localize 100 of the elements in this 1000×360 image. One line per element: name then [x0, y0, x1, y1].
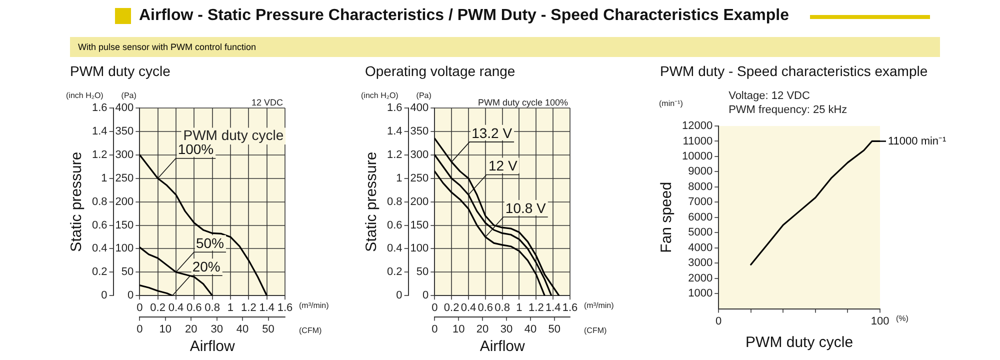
text: 100%: [178, 141, 214, 158]
x-tick-label: 1.2: [528, 302, 544, 314]
y2-tick-label: 200: [115, 196, 134, 208]
y2-tick-label: 150: [115, 219, 134, 232]
x-tick-label: 0.6: [478, 302, 494, 314]
text: 12 V: [488, 158, 518, 174]
y-axis-title: Static pressure: [68, 152, 86, 252]
x-tick-label: 1: [516, 302, 522, 314]
y-axis-title: Static pressure: [363, 152, 380, 252]
chart-subtitle: With pulse sensor with PWM control function: [70, 37, 940, 57]
annotation: 11000 min⁻¹: [888, 135, 947, 148]
x-tick-label: 1.6: [562, 302, 578, 314]
text: 20%: [192, 258, 220, 274]
x2-tick-label: 30: [500, 323, 513, 336]
chart-title: Operating voltage range: [365, 63, 516, 79]
x2-tick-label: 40: [524, 323, 537, 336]
y-tick-label: 0.8: [92, 196, 108, 208]
y-tick-label: 4000: [688, 242, 713, 254]
y-tick-label: 0: [101, 290, 108, 302]
x-tick-label: 0.8: [204, 302, 220, 314]
x2-tick-label: 50: [262, 323, 274, 336]
y-tick-label: 0.2: [386, 266, 402, 278]
x-axis-title: Airflow: [480, 338, 525, 356]
y-tick-label: 1.4: [92, 125, 108, 138]
x-tick-label: 0.6: [186, 302, 202, 314]
y2-tick-label: 100: [115, 242, 134, 255]
text: (m³/min): [299, 300, 330, 310]
text: (CFM): [584, 326, 607, 336]
y-tick-label: 10000: [682, 150, 713, 162]
chart-title: PWM duty cycle: [70, 63, 170, 79]
x2-tick-label: 40: [236, 323, 249, 336]
x-tick-label: 0.2: [150, 302, 166, 314]
y-tick-label: 3000: [688, 257, 713, 270]
y-tick-label: 1.6: [386, 102, 402, 114]
y2-tick-label: 0: [128, 290, 134, 302]
text: Airflow - Static Pressure Characteristics / PWM Duty - Speed Characteristics Example: [139, 7, 789, 25]
text: (inch H₂O): [361, 91, 399, 100]
y-tick-label: 1.2: [386, 148, 402, 161]
y-tick-label: 0.4: [92, 242, 108, 255]
x2-tick-label: 0: [432, 323, 438, 336]
y2-tick-label: 150: [410, 219, 429, 232]
y-tick-label: 1000: [688, 288, 713, 300]
y-tick-label: 6000: [688, 211, 713, 224]
x-tick-label: 0.8: [494, 302, 510, 314]
x-tick-label: 0.4: [460, 302, 476, 314]
y-tick-label: 11000: [682, 135, 713, 148]
x2-tick-label: 20: [184, 323, 198, 336]
y-tick-label: 5000: [688, 226, 713, 239]
x-tick-label: 0: [432, 302, 438, 314]
text: 12 VDC: [251, 97, 284, 108]
y-tick-label: 9000: [688, 166, 713, 178]
y2-tick-label: 50: [416, 266, 429, 278]
y2-tick-label: 350: [410, 125, 429, 138]
y2-tick-label: 200: [410, 196, 429, 208]
x-tick-label: 1.2: [241, 302, 256, 314]
y-tick-label: 8000: [688, 180, 713, 193]
text: 10.8 V: [505, 200, 547, 216]
y2-tick-label: 300: [410, 148, 429, 161]
series-label: 50%: [196, 235, 224, 252]
y2-tick-label: 350: [115, 125, 134, 138]
x-tick-label: 1: [227, 302, 234, 314]
y-tick-label: 0.4: [386, 242, 402, 255]
y-axis-title: Fan speed: [658, 182, 676, 253]
y-tick-label: 1: [396, 172, 402, 184]
y2-tick-label: 300: [115, 148, 134, 161]
text: (Pa): [416, 91, 432, 100]
text: (CFM): [299, 326, 322, 336]
text: (%): [896, 314, 909, 324]
y-tick-label: 0.6: [386, 219, 402, 232]
text: (Pa): [121, 91, 137, 100]
y-tick-label: 1.2: [92, 148, 108, 161]
x2-tick-label: 10: [452, 323, 465, 336]
x-axis-title: PWM duty cycle: [746, 334, 854, 352]
y-tick-label: 1.6: [92, 102, 108, 114]
x2-tick-label: 10: [159, 323, 172, 336]
x2-tick-label: 0: [136, 323, 143, 336]
y-tick-label: 0.8: [386, 196, 402, 208]
y2-tick-label: 0: [422, 290, 429, 302]
x-tick-label: 1.4: [259, 302, 274, 314]
y-tick-label: 7000: [688, 196, 713, 208]
text: (m³/min): [584, 300, 614, 310]
y2-tick-label: 400: [410, 102, 429, 114]
x2-tick-label: 50: [548, 323, 561, 336]
y2-tick-label: 50: [121, 266, 134, 278]
text: Voltage: 12 VDC: [728, 90, 810, 102]
y2-tick-label: 400: [115, 102, 134, 114]
y-tick-label: 0: [396, 290, 402, 302]
y-tick-label: 2000: [688, 272, 713, 284]
annotation: PWM duty cycle: [183, 127, 284, 143]
x-axis-title: Airflow: [190, 338, 235, 356]
y-tick-label: 1: [101, 172, 108, 184]
text: (min⁻¹): [659, 99, 684, 108]
y-tick-label: 0.2: [92, 266, 108, 278]
text: (inch H₂O): [66, 91, 104, 100]
x-tick-label: 1.4: [545, 302, 561, 314]
y-tick-label: 12000: [682, 120, 713, 132]
x2-tick-label: 20: [476, 323, 489, 336]
text: PWM duty cycle 100%: [478, 97, 568, 108]
x-tick-label: 0.2: [444, 302, 460, 314]
x-tick-label: 0: [136, 302, 143, 314]
